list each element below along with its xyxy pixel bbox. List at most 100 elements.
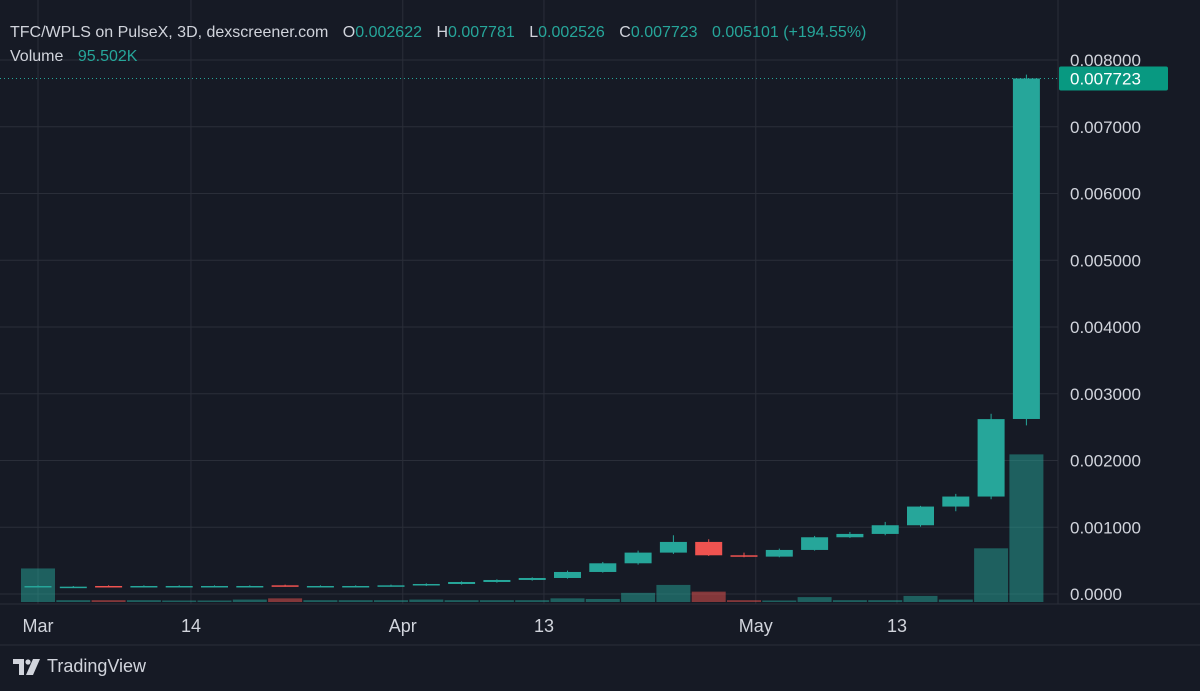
volume-bar xyxy=(479,600,514,602)
candle-body xyxy=(306,585,334,588)
candle[interactable] xyxy=(201,585,228,588)
candle[interactable] xyxy=(942,493,970,512)
candle-body xyxy=(271,585,299,587)
volume-label: Volume xyxy=(10,48,64,65)
volume-bar xyxy=(903,595,938,602)
candle[interactable] xyxy=(236,585,264,588)
x-tick-label: Mar xyxy=(23,616,54,636)
candle[interactable] xyxy=(836,531,864,538)
candle-body xyxy=(765,549,793,557)
candle[interactable] xyxy=(659,535,687,554)
volume-bar xyxy=(162,600,197,602)
close-value: 0.007723 xyxy=(630,24,698,41)
volume-bars xyxy=(21,454,1044,602)
volume-bar xyxy=(21,568,55,602)
volume-value: 95.502K xyxy=(77,48,138,65)
candle-body xyxy=(165,585,193,588)
candle[interactable] xyxy=(554,570,581,579)
volume-bar xyxy=(727,600,761,602)
volume-bar xyxy=(303,600,338,602)
candle-body xyxy=(624,552,652,564)
low-label: L xyxy=(529,24,539,41)
volume-bar xyxy=(232,599,267,602)
volume-bar xyxy=(938,599,973,602)
volume-bar xyxy=(691,591,726,602)
candle[interactable] xyxy=(977,413,1005,500)
change-value: 0.005101 (+194.55%) xyxy=(712,24,867,41)
candle[interactable] xyxy=(130,585,158,588)
candles[interactable] xyxy=(24,74,1040,589)
candle-body xyxy=(695,541,723,556)
volume-bar xyxy=(197,600,232,602)
x-tick-label: 13 xyxy=(887,616,907,636)
volume-bar xyxy=(515,600,550,602)
volume-bar xyxy=(56,600,91,602)
candle[interactable] xyxy=(24,585,52,588)
y-tick-label: 0.008000 xyxy=(1070,51,1141,70)
candle[interactable] xyxy=(1012,74,1040,426)
candle[interactable] xyxy=(448,581,476,585)
y-tick-label: 0.003000 xyxy=(1070,385,1141,404)
time-axis[interactable]: Mar 14 Apr 13 May 13 xyxy=(23,616,907,636)
y-tick-label: 0.002000 xyxy=(1070,452,1141,471)
candle[interactable] xyxy=(377,584,405,587)
x-tick-label: May xyxy=(739,616,773,636)
candle[interactable] xyxy=(801,535,829,551)
candle[interactable] xyxy=(412,583,440,586)
last-price-tag xyxy=(1059,66,1168,91)
candle-body xyxy=(589,563,617,572)
volume-bar xyxy=(338,600,373,602)
candle[interactable] xyxy=(165,585,193,588)
tradingview-logo-text: TradingView xyxy=(47,656,147,676)
candle[interactable] xyxy=(518,577,546,581)
candle[interactable] xyxy=(695,539,723,556)
volume-bar xyxy=(91,600,126,602)
volume-bar xyxy=(126,600,161,602)
candle[interactable] xyxy=(871,521,899,536)
candle-body xyxy=(236,585,264,588)
candle-body xyxy=(518,577,546,580)
low-value: 0.002526 xyxy=(538,24,605,41)
candle-body xyxy=(448,581,476,584)
ohlc-row: TFC/WPLS on PulseX, 3D, dexscreener.com … xyxy=(10,22,866,46)
x-tick-label: Apr xyxy=(389,616,417,636)
candle-body xyxy=(483,579,511,582)
candle[interactable] xyxy=(59,585,87,589)
y-tick-label: 0.0000 xyxy=(1070,585,1122,604)
candle[interactable] xyxy=(589,561,617,573)
candle[interactable] xyxy=(765,548,793,558)
candle-body xyxy=(24,585,52,588)
candle[interactable] xyxy=(907,505,934,527)
candle-body xyxy=(1012,78,1040,419)
candle-body xyxy=(342,585,370,588)
volume-bar xyxy=(797,597,832,602)
candle-body xyxy=(412,583,440,586)
candle-body xyxy=(730,555,758,557)
volume-bar xyxy=(621,592,656,602)
open-label: O xyxy=(342,24,356,41)
candle-body xyxy=(59,586,87,589)
high-label: H xyxy=(436,24,448,41)
last-price-marker: 0.007723 xyxy=(0,66,1168,91)
candle-body xyxy=(95,585,123,588)
volume-bar xyxy=(409,599,444,602)
candle-body xyxy=(659,541,687,553)
candle[interactable] xyxy=(271,584,299,587)
candle[interactable] xyxy=(624,550,652,565)
candle-body xyxy=(201,585,228,588)
candle-body xyxy=(836,533,864,538)
candle[interactable] xyxy=(483,579,511,583)
candle[interactable] xyxy=(95,585,123,588)
volume-bar xyxy=(868,600,903,602)
candle[interactable] xyxy=(342,585,370,588)
volume-bar xyxy=(656,584,691,602)
price-axis[interactable]: 0.008000 0.007000 0.006000 0.005000 0.004000… xyxy=(1070,51,1141,604)
tradingview-logo[interactable]: TradingView xyxy=(13,656,146,677)
volume-bar xyxy=(832,600,867,602)
candle[interactable] xyxy=(730,552,758,558)
candle[interactable] xyxy=(306,585,334,588)
tradingview-logo-icon xyxy=(13,658,40,675)
close-label: C xyxy=(619,24,631,41)
y-tick-label: 0.005000 xyxy=(1070,251,1141,270)
